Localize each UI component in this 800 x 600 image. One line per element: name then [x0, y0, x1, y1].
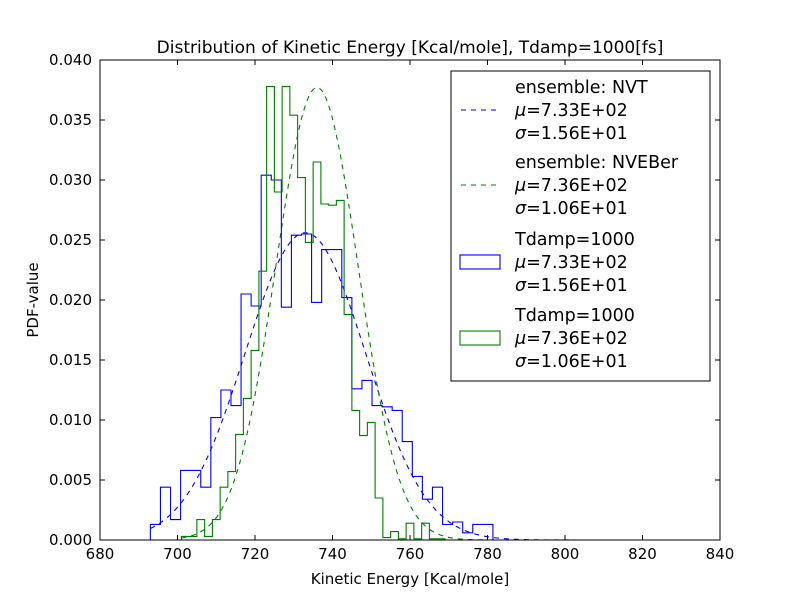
y-axis-ticks: 0.000 0.005 0.010 0.015 0.020 0.025 0.030 0.035…	[49, 51, 720, 549]
legend-entry-sigma: σ=1.56E+01	[515, 124, 628, 144]
y-tick-label: 0.005	[49, 471, 92, 489]
sigma-value: =1.06E+01	[526, 199, 628, 219]
x-tick-label: 780	[473, 545, 502, 563]
legend-entry-label: ensemble: NVT	[515, 78, 648, 98]
mu-value: =7.36E+02	[526, 329, 628, 349]
x-tick-label: 760	[396, 545, 425, 563]
x-tick-label: 700	[163, 545, 192, 563]
x-tick-label: 680	[86, 545, 115, 563]
y-tick-label: 0.000	[49, 531, 92, 549]
mu-value: =7.36E+02	[526, 176, 628, 196]
histogram-series	[149, 85, 494, 541]
y-tick-label: 0.025	[49, 231, 92, 249]
sigma-symbol: σ	[515, 276, 527, 296]
histogram-1	[149, 174, 494, 541]
sigma-value: =1.06E+01	[526, 352, 628, 372]
mu-value: =7.33E+02	[526, 101, 628, 121]
histogram-2	[180, 85, 446, 541]
sigma-symbol: σ	[515, 124, 527, 144]
legend: ensemble: NVTμ=7.33E+02σ=1.56E+01ensembl…	[450, 70, 711, 382]
legend-box	[450, 70, 711, 382]
x-tick-label: 720	[241, 545, 270, 563]
legend-entry-mu: μ=7.33E+02	[514, 101, 628, 121]
legend-entry-label: ensemble: NVEBer	[515, 153, 679, 173]
fit-curve-2	[181, 87, 488, 541]
x-tick-label: 840	[706, 545, 735, 563]
legend-entry-mu: μ=7.36E+02	[514, 176, 628, 196]
mu-value: =7.33E+02	[526, 253, 628, 273]
x-axis-ticks: 680 700 720 740 760 780 800 820 840	[86, 60, 735, 563]
mu-symbol: μ	[514, 176, 526, 196]
sigma-symbol: σ	[515, 199, 527, 219]
legend-entry-label: Tdamp=1000	[514, 306, 635, 326]
y-tick-label: 0.040	[49, 51, 92, 69]
legend-entry-sigma: σ=1.56E+01	[515, 276, 628, 296]
y-tick-label: 0.035	[49, 111, 92, 129]
legend-entry-label: Tdamp=1000	[514, 230, 635, 250]
mu-symbol: μ	[514, 101, 526, 121]
legend-entry-mu: μ=7.36E+02	[514, 329, 628, 349]
legend-entry-sigma: σ=1.06E+01	[515, 352, 628, 372]
y-tick-label: 0.020	[49, 291, 92, 309]
sigma-value: =1.56E+01	[526, 276, 628, 296]
y-tick-label: 0.030	[49, 171, 92, 189]
x-axis-label: Kinetic Energy [Kcal/mole]	[311, 570, 509, 588]
x-tick-label: 820	[628, 545, 657, 563]
y-axis-label: PDF-value	[24, 262, 42, 337]
y-tick-label: 0.015	[49, 351, 92, 369]
legend-entry-sigma: σ=1.06E+01	[515, 199, 628, 219]
mu-symbol: μ	[514, 329, 526, 349]
sigma-symbol: σ	[515, 352, 527, 372]
mu-symbol: μ	[514, 253, 526, 273]
legend-entry-mu: μ=7.33E+02	[514, 253, 628, 273]
y-tick-label: 0.010	[49, 411, 92, 429]
sigma-value: =1.56E+01	[526, 124, 628, 144]
x-tick-label: 740	[318, 545, 347, 563]
x-tick-label: 800	[551, 545, 580, 563]
legend-patch-marker	[459, 254, 501, 270]
chart-title: Distribution of Kinetic Energy [Kcal/mol…	[157, 38, 664, 58]
legend-patch-marker	[459, 330, 501, 346]
